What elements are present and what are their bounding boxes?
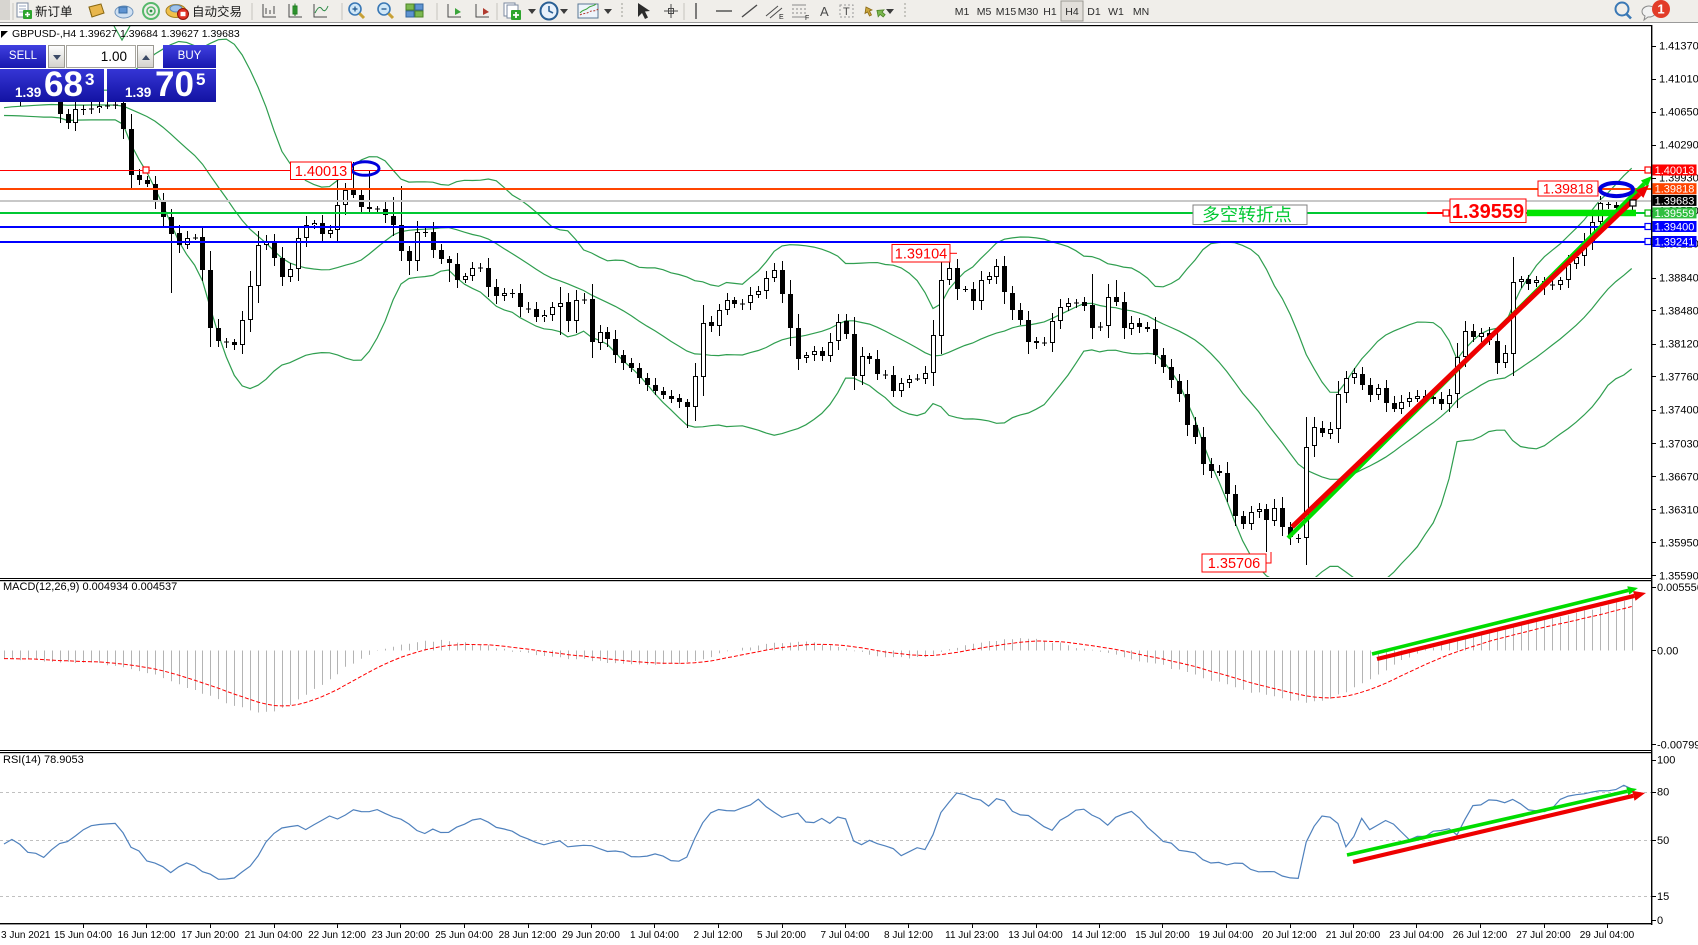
svg-text:M15: M15 — [996, 6, 1017, 18]
svg-text:F: F — [805, 15, 809, 22]
svg-text:1.39241: 1.39241 — [1655, 237, 1695, 249]
svg-text:1.39818: 1.39818 — [1655, 184, 1695, 196]
svg-text:1.40650: 1.40650 — [1659, 107, 1698, 119]
svg-text:11 Jul 23:00: 11 Jul 23:00 — [945, 930, 999, 941]
svg-text:0: 0 — [1657, 915, 1663, 927]
svg-text:-0.00799: -0.00799 — [1657, 740, 1698, 752]
svg-text:E: E — [779, 14, 784, 21]
svg-text:1.41010: 1.41010 — [1659, 74, 1698, 86]
svg-text:17 Jun 20:00: 17 Jun 20:00 — [181, 930, 239, 941]
svg-text:1.38840: 1.38840 — [1659, 273, 1698, 285]
svg-text:14 Jul 12:00: 14 Jul 12:00 — [1072, 930, 1127, 941]
svg-text:1.35590: 1.35590 — [1659, 570, 1698, 582]
svg-text:1.39930: 1.39930 — [1659, 173, 1698, 185]
svg-text:1.39559: 1.39559 — [1452, 201, 1524, 223]
svg-text:W1: W1 — [1108, 6, 1124, 18]
svg-text:26 Jul 12:00: 26 Jul 12:00 — [1453, 930, 1508, 941]
svg-text:D1: D1 — [1087, 6, 1101, 18]
svg-text:1.40290: 1.40290 — [1659, 140, 1698, 152]
svg-text:28 Jun 12:00: 28 Jun 12:00 — [499, 930, 557, 941]
svg-text:H4: H4 — [1065, 6, 1079, 18]
svg-text:23 Jun 20:00: 23 Jun 20:00 — [372, 930, 430, 941]
svg-text:1.40013: 1.40013 — [1655, 165, 1695, 177]
svg-text:22 Jun 12:00: 22 Jun 12:00 — [308, 930, 366, 941]
svg-text:1.36670: 1.36670 — [1659, 471, 1698, 483]
svg-text:1.39818: 1.39818 — [1543, 180, 1594, 196]
svg-text:50: 50 — [1657, 835, 1669, 847]
svg-text:2 Jul 12:00: 2 Jul 12:00 — [694, 930, 743, 941]
svg-text:0.005556: 0.005556 — [1657, 582, 1698, 594]
svg-text:1.40013: 1.40013 — [295, 164, 347, 180]
svg-text:23 Jul 04:00: 23 Jul 04:00 — [1389, 930, 1444, 941]
svg-text:M5: M5 — [977, 6, 992, 18]
svg-text:A: A — [820, 4, 829, 19]
svg-text:29 Jul 04:00: 29 Jul 04:00 — [1580, 930, 1635, 941]
svg-text:1.36310: 1.36310 — [1659, 504, 1698, 516]
svg-text:1.35706: 1.35706 — [1208, 556, 1260, 572]
svg-text:MN: MN — [1133, 6, 1149, 18]
svg-text:100: 100 — [1657, 755, 1675, 767]
svg-text:GBPUSD-,H4 1.39627 1.39684 1.: GBPUSD-,H4 1.39627 1.39684 1.39627 1.396… — [12, 28, 240, 40]
svg-text:M1: M1 — [955, 6, 970, 18]
svg-text:27 Jul 20:00: 27 Jul 20:00 — [1516, 930, 1571, 941]
svg-text:T: T — [843, 6, 850, 18]
svg-text:21 Jun 04:00: 21 Jun 04:00 — [245, 930, 303, 941]
svg-text:3 Jun 2021: 3 Jun 2021 — [1, 930, 51, 941]
svg-text:H1: H1 — [1043, 6, 1057, 18]
svg-text:5 Jul 20:00: 5 Jul 20:00 — [757, 930, 806, 941]
svg-text:20 Jul 12:00: 20 Jul 12:00 — [1262, 930, 1317, 941]
svg-text:8 Jul 12:00: 8 Jul 12:00 — [884, 930, 933, 941]
svg-text:19 Jul 04:00: 19 Jul 04:00 — [1199, 930, 1254, 941]
svg-text:1.37400: 1.37400 — [1659, 405, 1698, 417]
svg-text:29 Jun 20:00: 29 Jun 20:00 — [562, 930, 620, 941]
svg-text:15 Jun 04:00: 15 Jun 04:00 — [54, 930, 112, 941]
svg-text:M30: M30 — [1018, 6, 1039, 18]
svg-text:1: 1 — [1657, 2, 1664, 17]
svg-text:25 Jun 04:00: 25 Jun 04:00 — [435, 930, 493, 941]
svg-text:7 Jul 04:00: 7 Jul 04:00 — [821, 930, 870, 941]
svg-text:1.41370: 1.41370 — [1659, 41, 1698, 53]
svg-text:1.39400: 1.39400 — [1655, 222, 1695, 234]
svg-text:80: 80 — [1657, 787, 1669, 799]
svg-text:1.39683: 1.39683 — [1655, 195, 1695, 207]
svg-text:1 Jul 04:00: 1 Jul 04:00 — [630, 930, 679, 941]
svg-text:RSI(14) 78.9053: RSI(14) 78.9053 — [3, 754, 84, 766]
svg-text:MACD(12,26,9) 0.004934 0.00453: MACD(12,26,9) 0.004934 0.004537 — [3, 581, 177, 593]
svg-text:1.37030: 1.37030 — [1659, 438, 1698, 450]
svg-text:0.00: 0.00 — [1657, 646, 1678, 658]
svg-text:15 Jul 20:00: 15 Jul 20:00 — [1135, 930, 1190, 941]
svg-text:13 Jul 04:00: 13 Jul 04:00 — [1008, 930, 1063, 941]
svg-text:16 Jun 12:00: 16 Jun 12:00 — [118, 930, 176, 941]
svg-text:1.38480: 1.38480 — [1659, 306, 1698, 318]
svg-text:1.38120: 1.38120 — [1659, 339, 1698, 351]
svg-text:1.37760: 1.37760 — [1659, 372, 1698, 384]
svg-text:15: 15 — [1657, 891, 1669, 903]
svg-text:21 Jul 20:00: 21 Jul 20:00 — [1326, 930, 1381, 941]
svg-text:1.39104: 1.39104 — [895, 246, 947, 262]
svg-text:1.35950: 1.35950 — [1659, 537, 1698, 549]
svg-text:1.39559: 1.39559 — [1655, 208, 1695, 220]
